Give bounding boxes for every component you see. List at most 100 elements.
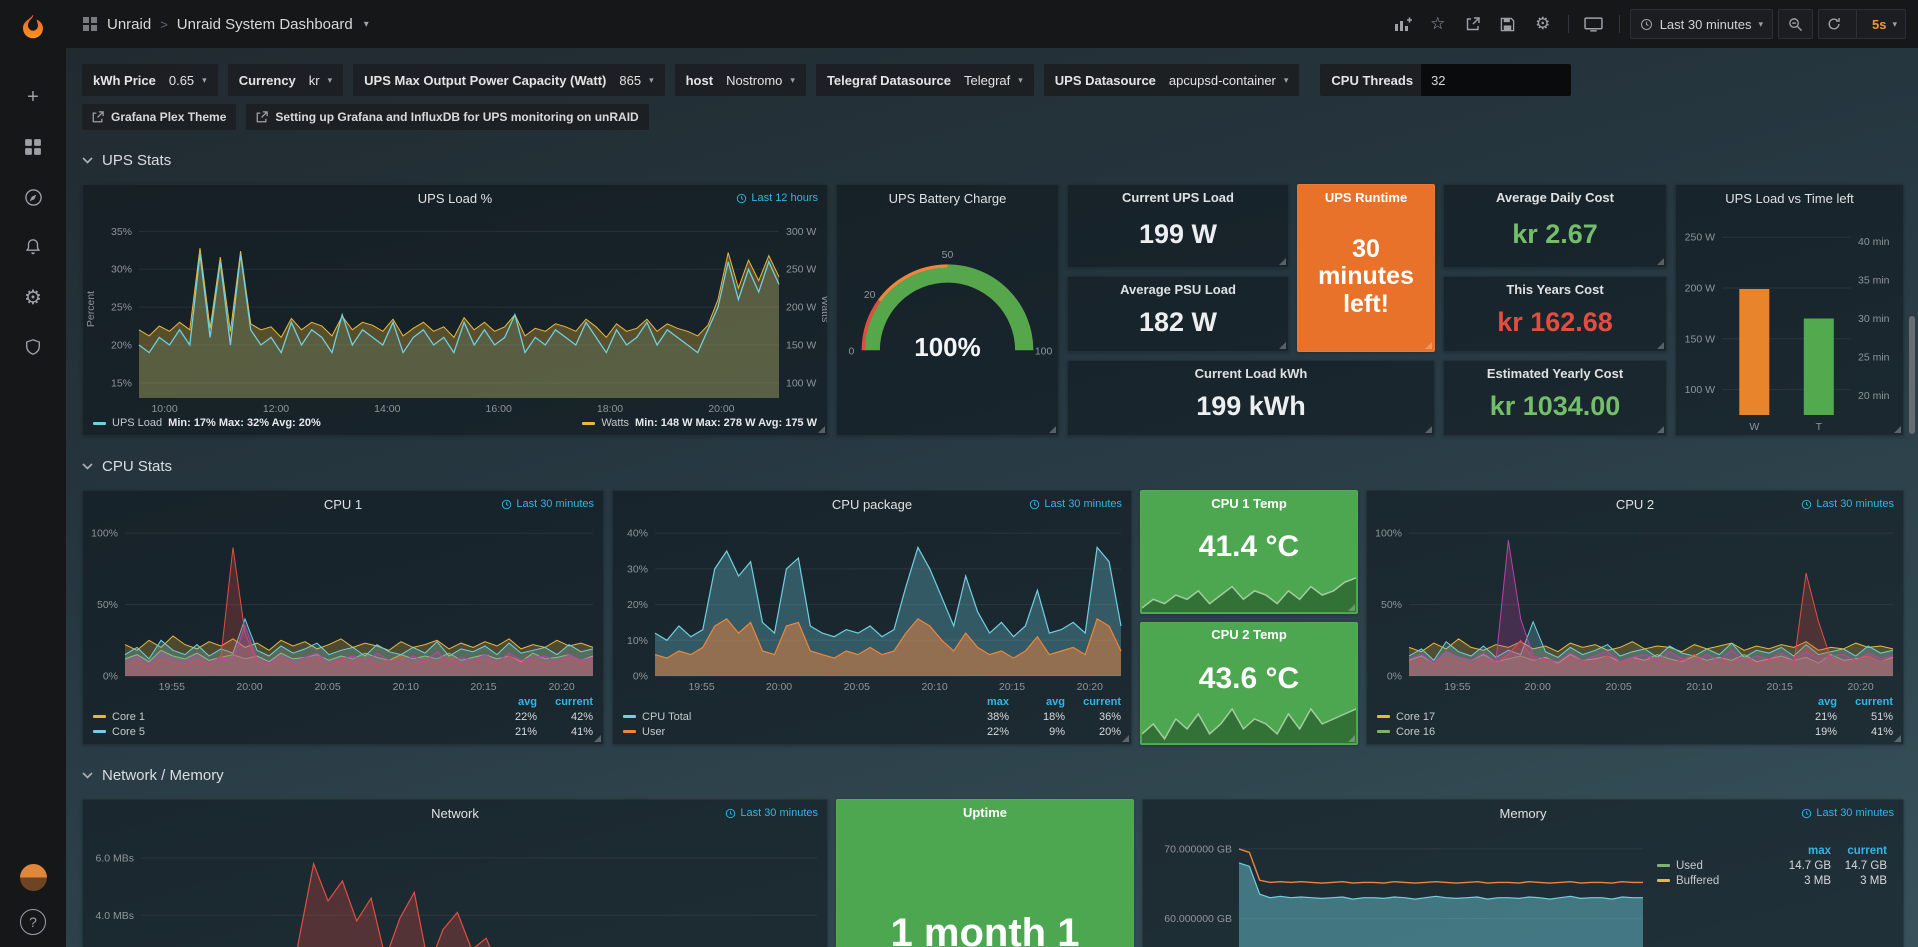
legend-item-ups-load[interactable]: UPS Load Min: 17% Max: 32% Avg: 20%: [93, 417, 321, 429]
legend-header-avg[interactable]: avg: [1818, 695, 1837, 708]
panel-title[interactable]: Average Daily Cost: [1495, 189, 1614, 205]
panel-title[interactable]: Uptime: [962, 804, 1008, 820]
dashboards-icon[interactable]: [16, 130, 50, 164]
panel-title[interactable]: Average PSU Load: [1120, 281, 1236, 297]
star-button[interactable]: ☆: [1423, 10, 1453, 38]
cpu1-chart[interactable]: 0% 50% 100% 19:55 20:00 20:05 20:10 20:15 20:20: [83, 518, 603, 694]
cpu2-chart[interactable]: 0% 50% 100% 19:55 20:00 20:05 20:10 20:15 20:20: [1367, 518, 1903, 694]
panel-time-range[interactable]: Last 30 minutes: [501, 498, 594, 510]
legend-header-avg[interactable]: avg: [518, 695, 537, 708]
chart-legend: max current Used 14.7 GB 14.7 GB Buffere…: [1653, 827, 1903, 947]
zoom-out-button[interactable]: [1778, 9, 1813, 39]
panel-title[interactable]: Network: [431, 806, 479, 821]
panel-time-range[interactable]: Last 12 hours: [736, 192, 818, 204]
panel-title[interactable]: CPU 1 Temp: [1211, 495, 1287, 511]
scrollbar[interactable]: [1908, 98, 1916, 947]
section-network-memory[interactable]: Network / Memory: [82, 759, 1904, 791]
legend-header-current[interactable]: current: [1847, 844, 1887, 857]
panel-title[interactable]: Current UPS Load: [1122, 189, 1234, 205]
panel-title[interactable]: CPU 2 Temp: [1211, 627, 1287, 642]
help-icon[interactable]: ?: [20, 909, 46, 935]
variable-value-dropdown[interactable]: 0.65 ▾: [169, 73, 207, 88]
panel-title[interactable]: UPS Battery Charge: [888, 191, 1007, 206]
cpu-threads-input[interactable]: 32: [1421, 64, 1572, 96]
cycle-view-button[interactable]: [1579, 10, 1609, 38]
settings-button[interactable]: ⚙: [1528, 10, 1558, 38]
legend-item[interactable]: CPU Total: [623, 711, 953, 723]
configuration-icon[interactable]: ⚙: [16, 280, 50, 314]
panel-title[interactable]: Memory: [1499, 806, 1547, 821]
section-cpu-stats[interactable]: CPU Stats: [82, 450, 1904, 482]
panel-title[interactable]: CPU 2: [1615, 497, 1655, 512]
svg-text:100: 100: [1035, 345, 1053, 357]
variable-value-dropdown[interactable]: Nostromo ▾: [726, 73, 795, 88]
variable-value-dropdown[interactable]: 865 ▾: [619, 73, 653, 88]
legend-item[interactable]: Buffered: [1657, 875, 1775, 887]
scrollbar-thumb[interactable]: [1909, 316, 1915, 434]
variable-value-dropdown[interactable]: Telegraf ▾: [964, 73, 1023, 88]
compass-icon: [24, 188, 42, 206]
panel-title[interactable]: CPU 1: [323, 497, 363, 512]
panel-title[interactable]: UPS Load %: [417, 191, 493, 206]
breadcrumb-title[interactable]: Unraid System Dashboard: [176, 15, 353, 33]
panel-title[interactable]: This Years Cost: [1506, 281, 1604, 297]
create-icon[interactable]: +: [16, 80, 50, 114]
panel-title[interactable]: Current Load kWh: [1194, 365, 1308, 381]
svg-text:20:10: 20:10: [393, 681, 419, 693]
chevron-down-icon[interactable]: ▾: [363, 18, 369, 30]
legend-header-max[interactable]: max: [986, 695, 1009, 708]
legend-item[interactable]: Core 1: [93, 711, 481, 723]
panel-title[interactable]: UPS Load vs Time left: [1725, 191, 1854, 206]
add-panel-button[interactable]: [1388, 10, 1418, 38]
section-ups-stats[interactable]: UPS Stats: [82, 144, 1904, 176]
cpu-temp-column: CPU 1 Temp 41.4 °C CPU 2 Temp 43.6 °C: [1140, 490, 1358, 745]
legend-item-watts[interactable]: Watts Min: 148 W Max: 278 W Avg: 175 W: [582, 417, 817, 429]
grafana-logo[interactable]: [0, 0, 66, 54]
apps-grid-icon[interactable]: [82, 16, 98, 32]
panel-ups-load-vs-time-left: UPS Load vs Time left 100 W 150 W 200 W 250…: [1675, 184, 1904, 436]
breadcrumb-folder[interactable]: Unraid: [107, 15, 152, 33]
ups-load-vs-time-chart[interactable]: 100 W 150 W 200 W 250 W 20 min 25 min 30 min 35…: [1676, 212, 1903, 435]
legend-value: 3 MB: [1860, 874, 1887, 887]
variable-value-dropdown[interactable]: apcupsd-container ▾: [1169, 73, 1289, 88]
refresh-button[interactable]: [1819, 10, 1849, 38]
legend-header-current[interactable]: current: [1083, 695, 1121, 708]
variable-ups-datasource: UPS Datasource apcupsd-container ▾: [1043, 64, 1300, 96]
panel-memory: Memory Last 30 minutes 50.000000 GB60.00…: [1142, 799, 1904, 947]
svg-text:20:00: 20:00: [236, 681, 262, 693]
cpu-package-chart[interactable]: 0% 10% 20% 30% 40% 19:55 20:00 20:05 20:10 20:15 2…: [613, 518, 1131, 694]
refresh-interval-picker[interactable]: 5s ▾: [1864, 10, 1905, 38]
legend-item[interactable]: Core 17: [1377, 711, 1781, 723]
panel-time-range[interactable]: Last 30 minutes: [1029, 498, 1122, 510]
server-admin-icon[interactable]: [16, 330, 50, 364]
variable-value-dropdown[interactable]: kr ▾: [309, 73, 332, 88]
panel-time-range[interactable]: Last 30 minutes: [1801, 498, 1894, 510]
ups-load-chart[interactable]: 15% 20% 25% 30% 35% 100 W 150 W 200 W 250 W 300 W…: [83, 212, 831, 416]
panel-title[interactable]: UPS Runtime: [1324, 189, 1408, 205]
legend-item[interactable]: Core 5: [93, 726, 481, 738]
panel-time-range[interactable]: Last 30 minutes: [1801, 807, 1894, 819]
legend-item[interactable]: Used: [1657, 860, 1775, 872]
variable-value: Nostromo: [726, 72, 783, 88]
variable-label: UPS Max Output Power Capacity (Watt): [364, 72, 607, 88]
dashboard-link-ups-guide[interactable]: Setting up Grafana and InfluxDB for UPS …: [246, 104, 649, 130]
panel-title[interactable]: CPU package: [831, 497, 913, 512]
panel-time-range[interactable]: Last 30 minutes: [725, 807, 818, 819]
alerting-icon[interactable]: [16, 230, 50, 264]
legend-header-current[interactable]: current: [1855, 695, 1893, 708]
explore-icon[interactable]: [16, 180, 50, 214]
legend-header-max[interactable]: max: [1807, 844, 1831, 857]
save-button[interactable]: [1493, 10, 1523, 38]
panel-title[interactable]: Estimated Yearly Cost: [1486, 365, 1624, 381]
legend-header-avg[interactable]: avg: [1046, 695, 1065, 708]
dashboard-link-plex-theme[interactable]: Grafana Plex Theme: [82, 104, 237, 130]
legend-item[interactable]: Core 16: [1377, 726, 1781, 738]
avatar[interactable]: [19, 864, 47, 891]
share-button[interactable]: [1458, 10, 1488, 38]
panel-average-psu-load: Average PSU Load 182 W: [1067, 276, 1289, 352]
legend-item[interactable]: User: [623, 726, 953, 738]
legend-header-current[interactable]: current: [555, 695, 593, 708]
time-range-picker[interactable]: Last 30 minutes ▾: [1629, 9, 1773, 39]
